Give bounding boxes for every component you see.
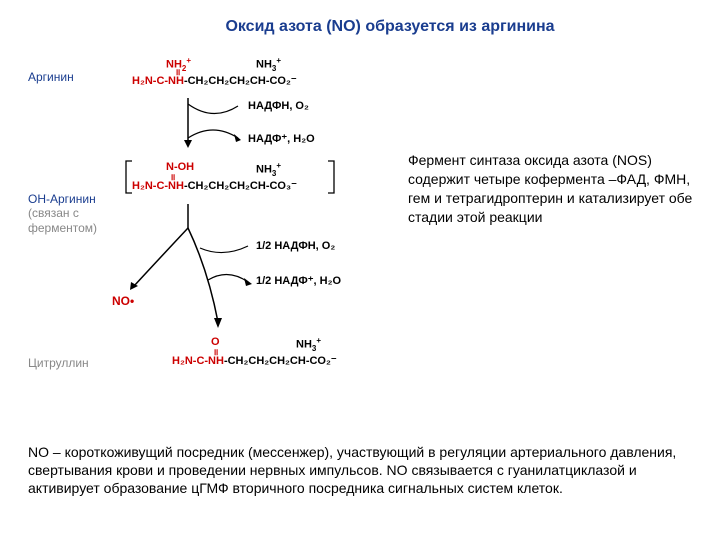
arrow-step2 [118,200,378,330]
no-radical: NO• [112,294,134,308]
page-title: Оксид азота (NO) образуется из аргинина [88,18,692,36]
label-oh-arginine-2: (связан с [28,206,97,220]
bracket-left [124,159,134,195]
enzyme-description: Фермент синтаза оксида азота (NOS) содер… [408,151,698,227]
cit-left: H₂N-C-NH [172,355,224,367]
arg-nh3: NH3+ [256,56,281,73]
label-oh-arginine-3: ферментом) [28,221,97,235]
oharg-nh3: NH3+ [256,161,281,178]
step2-out: 1/2 НАДФ⁺, H₂O [256,274,341,287]
oharg-right: -CH₂CH₂CH₂CH-CO₃⁻ [184,180,297,192]
label-oh-arginine-1: OH-Аргинин [28,192,97,206]
arg-left: H₂N-C-NH [132,75,184,87]
step2-in: 1/2 НАДФН, O₂ [256,240,335,252]
step1-in: НАДФН, O₂ [248,100,309,112]
diagram: Аргинин OH-Аргинин (связан с ферментом) … [28,56,692,416]
cit-right: -CH₂CH₂CH₂CH-CO₂⁻ [224,355,337,367]
label-citrulline: Цитруллин [28,356,89,370]
label-arginine: Аргинин [28,70,74,84]
cit-nh3: NH3+ [296,336,321,353]
bracket-right [326,159,336,195]
step1-out: НАДФ⁺, H₂O [248,132,315,145]
arg-right: -CH₂CH₂CH₂CH-CO₂⁻ [184,75,297,87]
oharg-left: H₂N-C-NH [132,180,184,192]
no-description: NO – короткоживущий посредник (мессенжер… [28,444,692,498]
